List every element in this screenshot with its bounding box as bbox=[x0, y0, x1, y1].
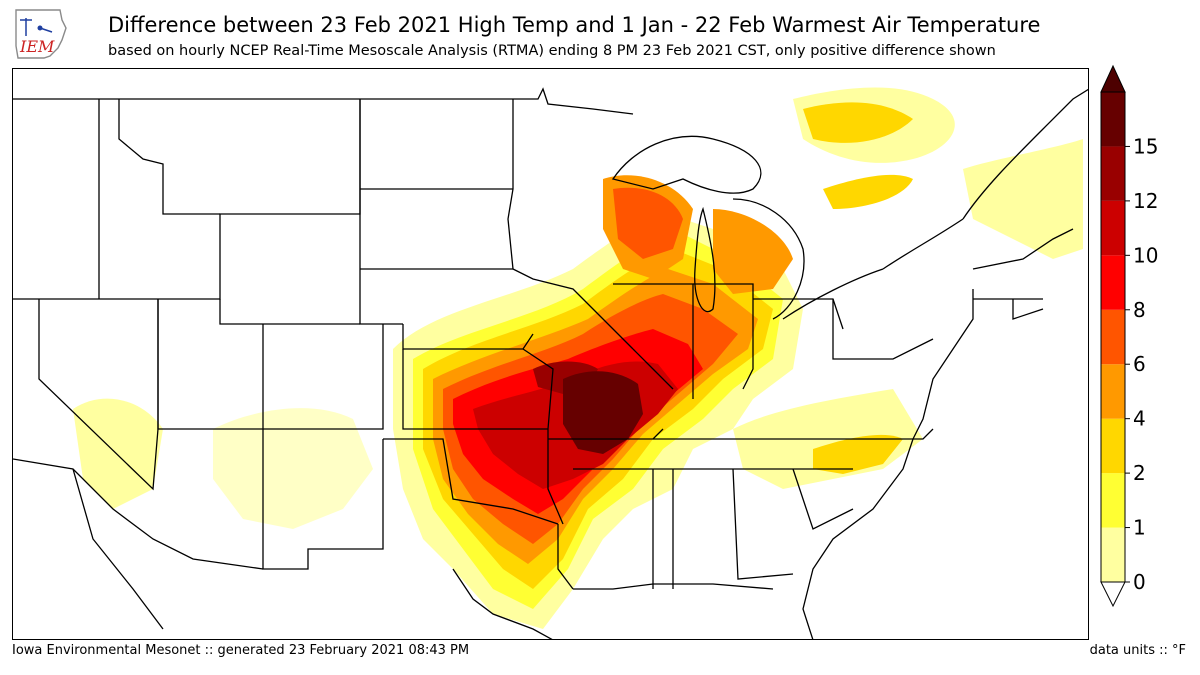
colorbar-frame bbox=[1100, 91, 1126, 583]
colorbar-under-arrow bbox=[1100, 581, 1126, 608]
colorbar-tick-label: 10 bbox=[1133, 243, 1158, 267]
colorbar-tick-label: 15 bbox=[1133, 134, 1158, 158]
map-title: Difference between 23 Feb 2021 High Temp… bbox=[108, 13, 1041, 37]
state-boundaries bbox=[13, 87, 1088, 639]
colorbar-tick-label: 1 bbox=[1133, 516, 1146, 540]
footer-credit: Iowa Environmental Mesonet :: generated … bbox=[12, 643, 470, 658]
footer-units: data units :: °F bbox=[1089, 643, 1186, 658]
map-panel bbox=[12, 68, 1089, 640]
colorbar-tick-label: 0 bbox=[1133, 570, 1146, 594]
colorbar-tick-label: 6 bbox=[1133, 352, 1146, 376]
colorbar-tick-label: 4 bbox=[1133, 407, 1146, 431]
colorbar-swatch bbox=[1101, 92, 1125, 147]
shading-layer bbox=[73, 87, 1083, 629]
colorbar-over-arrow bbox=[1100, 64, 1126, 93]
map-canvas bbox=[13, 87, 1088, 639]
colorbar-swatch bbox=[1101, 527, 1125, 582]
colorbar-swatch bbox=[1101, 473, 1125, 528]
map-subtitle: based on hourly NCEP Real-Time Mesoscale… bbox=[108, 43, 996, 59]
colorbar-tick-label: 12 bbox=[1133, 189, 1158, 213]
colorbar-swatch bbox=[1101, 309, 1125, 365]
colorbar-tick-label: 2 bbox=[1133, 461, 1146, 485]
colorbar-swatch bbox=[1101, 418, 1125, 474]
colorbar-tick-label: 8 bbox=[1133, 298, 1146, 322]
colorbar-swatch bbox=[1101, 364, 1125, 419]
colorbar-scale bbox=[1100, 64, 1126, 608]
colorbar-swatch bbox=[1101, 146, 1125, 201]
svg-text:IEM: IEM bbox=[19, 37, 55, 56]
iem-logo: IEM bbox=[15, 9, 67, 59]
colorbar-swatch bbox=[1101, 255, 1125, 310]
colorbar-swatch bbox=[1101, 200, 1125, 256]
